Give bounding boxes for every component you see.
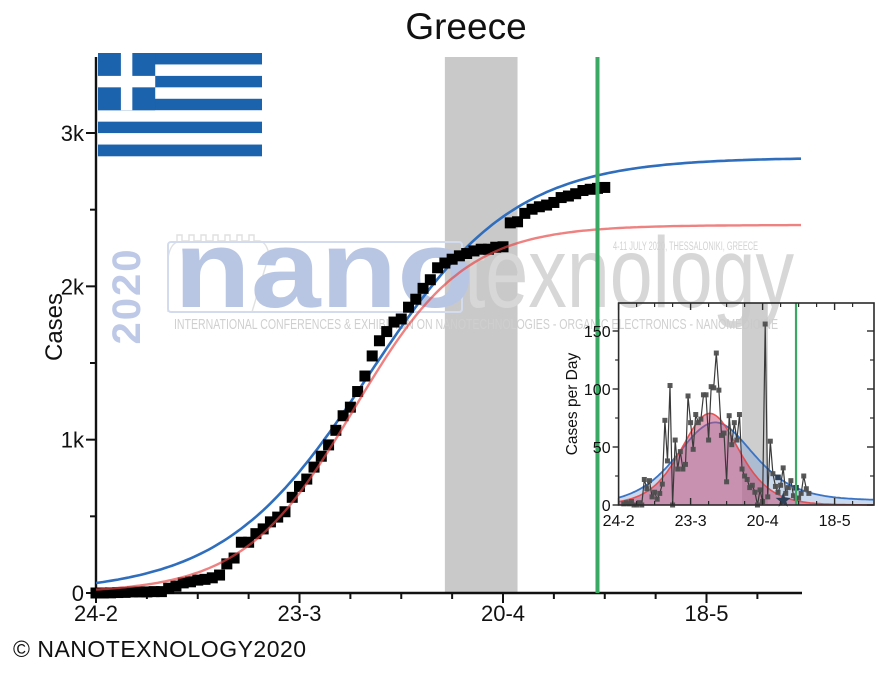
inset-frame — [617, 302, 875, 506]
inset-x-tick-label: 24-2 — [603, 513, 635, 530]
inset-x-tick-label: 23-3 — [675, 513, 707, 530]
red-fit-curve-layer — [95, 223, 801, 591]
main-gray-band — [444, 57, 518, 593]
logo-box — [167, 241, 463, 313]
inset-x-tick-label: 18-5 — [819, 513, 851, 530]
greek-flag — [98, 53, 262, 157]
inset-y-tick-label: 100 — [584, 382, 611, 399]
x-tick-label: 23-3 — [277, 601, 321, 626]
inset-x-tick-label: 20-4 — [747, 513, 779, 530]
watermark-logo-texnology: texnology — [464, 217, 794, 329]
inset-navy-dot — [775, 474, 781, 481]
inset-y-tick-label: 0 — [602, 498, 611, 515]
copyright-text: © NANOTEXNOLOGY2020 — [13, 636, 307, 662]
lockdown-band-layer — [444, 57, 518, 593]
inset-blue-curve — [618, 421, 874, 501]
main-y-axis-label: Cases — [41, 293, 68, 361]
cumulative-case-squares — [90, 181, 611, 599]
inset-daily-chart: 24-2 23-3 20-4 18-5 0 50 100 150 — [584, 302, 875, 530]
watermark-event-dates: 4-11 JULY 2020, THESSALONIKI, GREECE — [613, 241, 758, 253]
watermark-tagline: INTERNATIONAL CONFERENCES & EXHIBITION O… — [174, 317, 778, 333]
inset-tick-marks: 24-2 23-3 20-4 18-5 0 50 100 150 — [584, 303, 874, 530]
main-axes: 0 1k 2k 3k 24-2 23-3 20-4 18-5 — [61, 57, 802, 626]
inset-y-tick-label: 50 — [593, 440, 611, 457]
inset-y-tick-label: 150 — [584, 324, 611, 341]
x-tick-label: 24-2 — [74, 601, 118, 626]
prediction-star-marker — [775, 492, 791, 507]
inset-y-axis-label: Cases per Day — [564, 352, 581, 455]
watermark-logo-nano: nano — [174, 208, 474, 331]
inset-pink-fill — [618, 413, 874, 505]
x-tick-label: 18-5 — [684, 601, 728, 626]
nanotexnology-watermark: 2020 nano texnology INTERNATIONAL CONFER… — [105, 208, 794, 344]
chart-title: Greece — [405, 6, 526, 47]
y-tick-label: 1k — [61, 428, 85, 453]
y-tick-label: 3k — [61, 121, 85, 146]
watermark-year: 2020 — [105, 248, 149, 345]
x-tick-label: 20-4 — [481, 601, 525, 626]
main-tick-marks: 0 1k 2k 3k 24-2 23-3 20-4 18-5 — [61, 121, 759, 626]
y-tick-label: 2k — [61, 274, 85, 299]
y-tick-label: 0 — [72, 581, 84, 606]
main-red-fit — [95, 223, 801, 591]
